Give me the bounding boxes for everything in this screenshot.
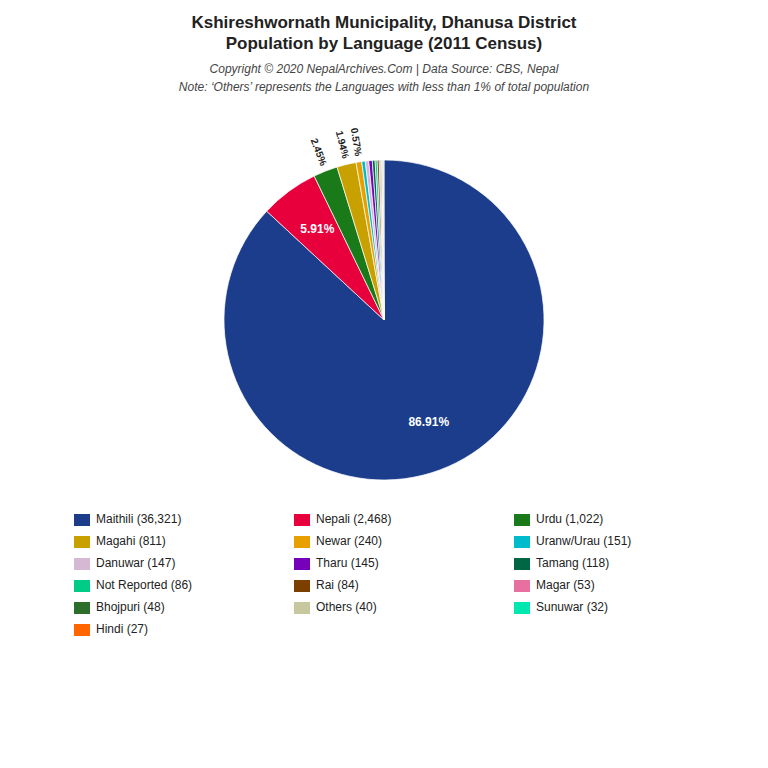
legend-item: Uranw/Urau (151) — [514, 534, 631, 548]
legend-swatch — [74, 602, 90, 614]
annotation: Note: ‘Others’ represents the Languages … — [179, 80, 590, 94]
legend-swatch — [514, 558, 530, 570]
data-labels: 86.91% 5.91% 2.45%1.94%0.57% — [300, 127, 449, 429]
legend-item: Others (40) — [294, 600, 377, 614]
legend-label: Urdu (1,022) — [536, 512, 603, 526]
legend-label: Bhojpuri (48) — [96, 600, 165, 614]
title-line: Kshireshwornath Municipality, Dhanusa Di… — [191, 13, 576, 32]
legend-item: Newar (240) — [294, 534, 382, 548]
legend-swatch — [74, 514, 90, 526]
legend-swatch — [514, 514, 530, 526]
legend-item: Tharu (145) — [294, 556, 379, 570]
legend-item: Bhojpuri (48) — [74, 600, 165, 614]
legend-label: Rai (84) — [316, 578, 359, 592]
legend-swatch — [74, 536, 90, 548]
legend-label: Danuwar (147) — [96, 556, 175, 570]
legend-label: Hindi (27) — [96, 622, 148, 636]
legend-swatch — [294, 536, 310, 548]
legend-swatch — [74, 558, 90, 570]
data-label: 5.91% — [300, 222, 334, 236]
legend-label: Sunuwar (32) — [536, 600, 608, 614]
legend-label: Uranw/Urau (151) — [536, 534, 631, 548]
chart: Kshireshwornath Municipality, Dhanusa Di… — [0, 0, 768, 768]
legend-item: Magahi (811) — [74, 534, 166, 548]
legend-label: Magahi (811) — [96, 534, 166, 548]
legend-swatch — [74, 580, 90, 592]
legend-item: Hindi (27) — [74, 622, 148, 636]
pie-slice — [382, 160, 384, 320]
pie-slice — [383, 160, 385, 320]
legend-swatch — [514, 602, 530, 614]
legend-label: Magar (53) — [536, 578, 595, 592]
legend-item: Tamang (118) — [514, 556, 609, 570]
legend-item: Sunuwar (32) — [514, 600, 608, 614]
pie-slice — [372, 160, 384, 320]
legend-label: Tamang (118) — [536, 556, 609, 570]
legend-item: Rai (84) — [294, 578, 359, 592]
pie-slice — [383, 160, 384, 320]
pie-slice — [379, 160, 384, 320]
legend-swatch — [74, 624, 90, 636]
title-line: Population by Language (2011 Census) — [226, 34, 542, 53]
subtitle: Copyright © 2020 NepalArchives.Com | Dat… — [210, 62, 559, 76]
legend-swatch — [294, 580, 310, 592]
legend-swatch — [514, 536, 530, 548]
legend-item: Magar (53) — [514, 578, 595, 592]
pie-slice — [224, 160, 544, 480]
data-label: 86.91% — [408, 415, 449, 429]
pie-slice — [380, 160, 384, 320]
legend-item: Not Reported (86) — [74, 578, 192, 592]
pie-slice — [369, 160, 384, 320]
legend-item: Nepali (2,468) — [294, 512, 391, 526]
legend: Maithili (36,321) Nepali (2,468) Urdu (1,0… — [74, 512, 631, 636]
legend-label: Others (40) — [316, 600, 377, 614]
pie-slice — [375, 160, 384, 320]
legend-label: Tharu (145) — [316, 556, 379, 570]
data-label: 1.94% — [334, 130, 351, 160]
legend-item: Urdu (1,022) — [514, 512, 603, 526]
title: Kshireshwornath Municipality, Dhanusa Di… — [191, 13, 576, 53]
legend-swatch — [294, 602, 310, 614]
data-label: 2.45% — [309, 137, 330, 168]
pie-slice — [377, 160, 384, 320]
legend-item: Maithili (36,321) — [74, 512, 181, 526]
legend-label: Nepali (2,468) — [316, 512, 391, 526]
legend-swatch — [514, 580, 530, 592]
pie-slice — [365, 161, 384, 320]
data-label: 0.57% — [349, 127, 364, 157]
legend-label: Newar (240) — [316, 534, 382, 548]
legend-label: Not Reported (86) — [96, 578, 192, 592]
legend-item: Danuwar (147) — [74, 556, 175, 570]
legend-swatch — [294, 558, 310, 570]
legend-swatch — [294, 514, 310, 526]
pie — [224, 160, 544, 480]
legend-label: Maithili (36,321) — [96, 512, 181, 526]
